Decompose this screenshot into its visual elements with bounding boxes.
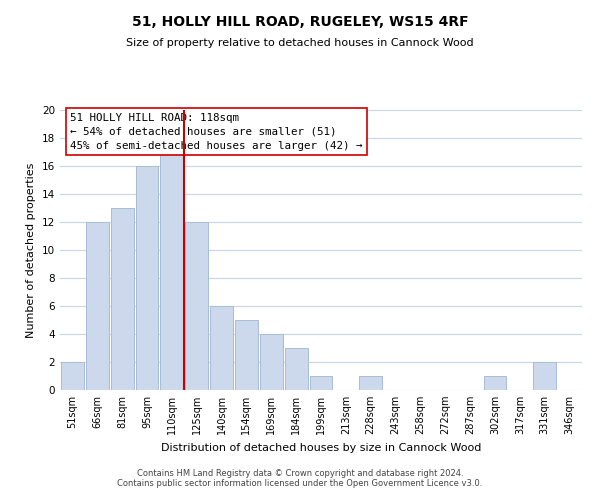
X-axis label: Distribution of detached houses by size in Cannock Wood: Distribution of detached houses by size … [161, 442, 481, 452]
Bar [310, 376, 332, 390]
Bar [235, 320, 258, 390]
Text: 51 HOLLY HILL ROAD: 118sqm
← 54% of detached houses are smaller (51)
45% of semi: 51 HOLLY HILL ROAD: 118sqm ← 54% of deta… [70, 113, 363, 151]
Bar [285, 348, 308, 390]
Bar [260, 334, 283, 390]
Bar [111, 208, 134, 390]
Text: Contains HM Land Registry data © Crown copyright and database right 2024.: Contains HM Land Registry data © Crown c… [137, 468, 463, 477]
Bar [210, 306, 233, 390]
Bar [185, 222, 208, 390]
Bar [484, 376, 506, 390]
Text: Size of property relative to detached houses in Cannock Wood: Size of property relative to detached ho… [126, 38, 474, 48]
Y-axis label: Number of detached properties: Number of detached properties [26, 162, 37, 338]
Bar [61, 362, 84, 390]
Text: Contains public sector information licensed under the Open Government Licence v3: Contains public sector information licen… [118, 478, 482, 488]
Bar [533, 362, 556, 390]
Bar [136, 166, 158, 390]
Bar [359, 376, 382, 390]
Bar [160, 152, 183, 390]
Text: 51, HOLLY HILL ROAD, RUGELEY, WS15 4RF: 51, HOLLY HILL ROAD, RUGELEY, WS15 4RF [131, 15, 469, 29]
Bar [86, 222, 109, 390]
